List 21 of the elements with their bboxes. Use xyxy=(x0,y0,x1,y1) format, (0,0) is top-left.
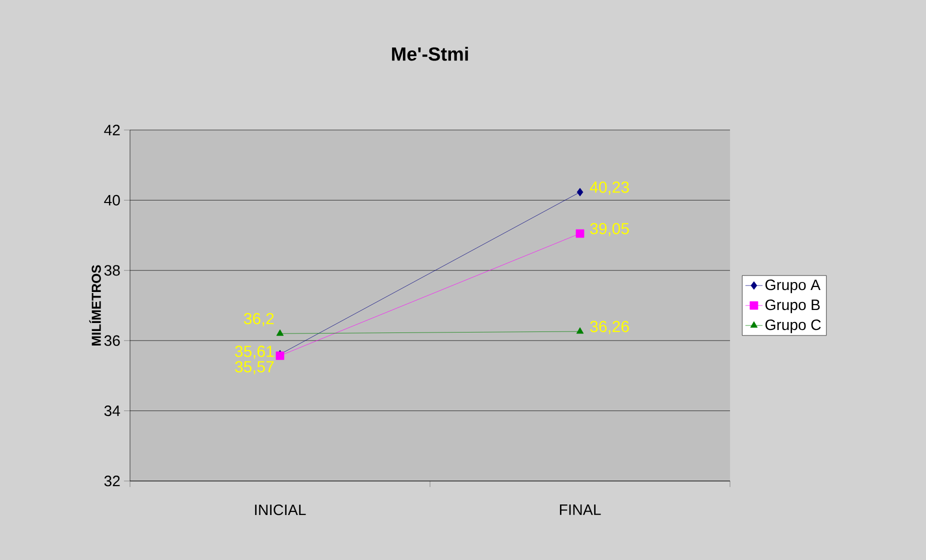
point xyxy=(576,188,584,196)
y-axis-title: MILÍMETROS xyxy=(89,265,101,346)
data-label: 39,05 xyxy=(590,222,629,236)
data-label: 35,61 xyxy=(235,346,274,359)
data-label: 36,2 xyxy=(244,312,274,326)
y-tick-label: 38 xyxy=(104,265,120,276)
legend-label: Grupo A xyxy=(765,280,820,294)
chart-title: Me'-Stmi xyxy=(392,46,468,61)
y-tick-label: 36 xyxy=(104,335,120,346)
data-label: 35,57 xyxy=(235,361,274,374)
x-tick-label: FINAL xyxy=(560,504,601,515)
y-tick-label: 40 xyxy=(104,194,120,206)
y-tick-label: 42 xyxy=(104,124,120,136)
data-label: 40,23 xyxy=(590,182,629,195)
x-tick-label: INICIAL xyxy=(255,504,306,516)
point xyxy=(576,229,584,238)
data-label: 36,26 xyxy=(590,320,629,334)
legend-label: Grupo C xyxy=(765,319,821,334)
legend-label: Grupo B xyxy=(765,300,820,314)
y-tick-label: 34 xyxy=(104,405,120,416)
y-tick-label: 32 xyxy=(104,476,120,486)
